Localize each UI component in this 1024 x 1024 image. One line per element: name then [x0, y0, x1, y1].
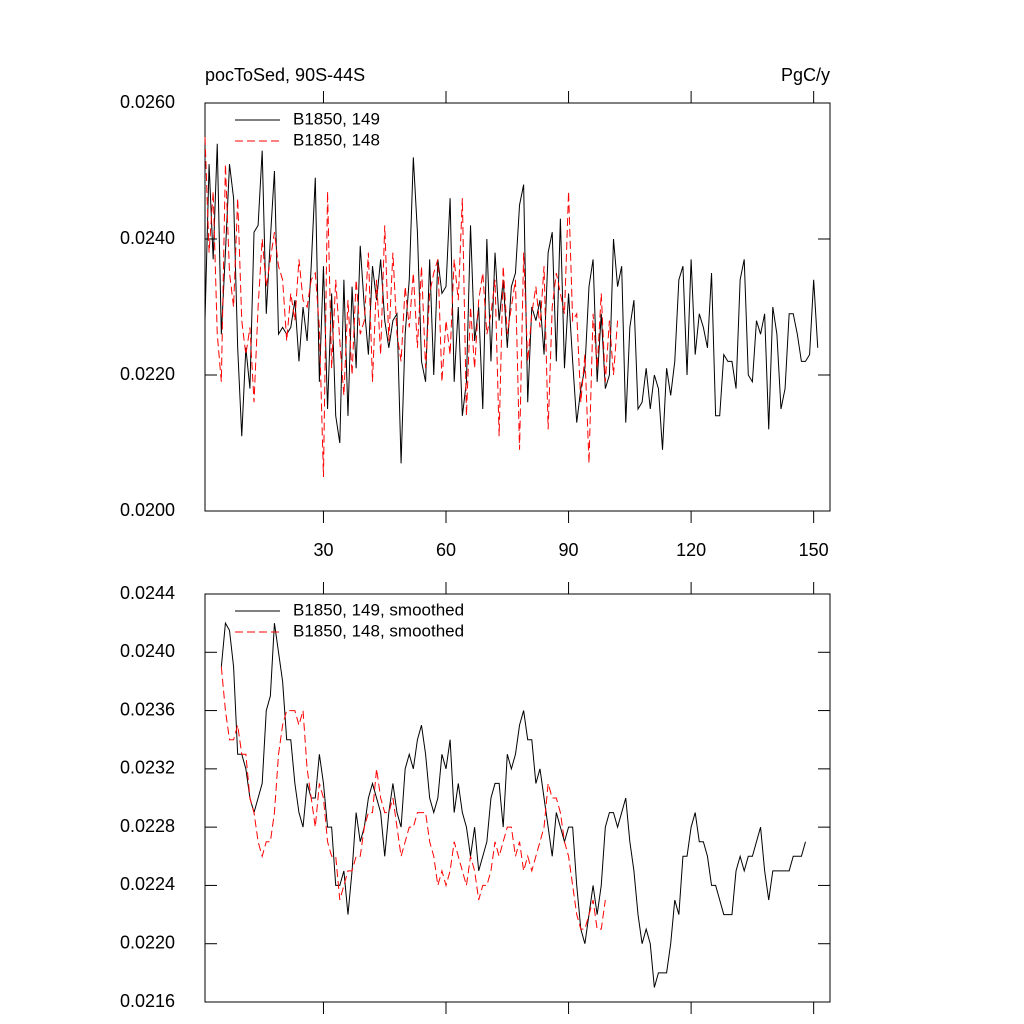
x-tick-label: 90 — [559, 540, 579, 560]
legend-label: B1850, 149, smoothed — [293, 600, 464, 619]
y-tick-label: 0.0228 — [120, 816, 175, 836]
y-tick-label: 0.0220 — [120, 932, 175, 952]
legend-label: B1850, 148, smoothed — [293, 621, 464, 640]
y-tick-label: 0.0244 — [120, 583, 175, 603]
series-line — [204, 143, 819, 464]
y-tick-label: 0.0236 — [120, 699, 175, 719]
plot-frame — [204, 102, 831, 512]
chart-title: pocToSed, 90S-44S — [205, 65, 365, 85]
y-tick-label: 0.0240 — [120, 641, 175, 661]
units-label: PgC/y — [781, 65, 830, 85]
series-line — [204, 136, 619, 478]
x-tick-label: 150 — [799, 540, 829, 560]
legend-label: B1850, 149 — [293, 109, 380, 128]
x-tick-label: 60 — [436, 540, 456, 560]
x-tick-label: 30 — [313, 540, 333, 560]
series-line — [220, 621, 806, 988]
y-tick-label: 0.0240 — [120, 228, 175, 248]
y-tick-label: 0.0232 — [120, 758, 175, 778]
plot-frame — [204, 593, 831, 1003]
y-tick-label: 0.0216 — [120, 991, 175, 1011]
y-tick-label: 0.0260 — [120, 92, 175, 112]
x-tick-label: 120 — [676, 540, 706, 560]
y-tick-label: 0.0220 — [120, 364, 175, 384]
y-tick-label: 0.0224 — [120, 874, 175, 894]
legend-label: B1850, 148 — [293, 130, 380, 149]
y-tick-label: 0.0200 — [120, 500, 175, 520]
series-line — [220, 666, 606, 930]
